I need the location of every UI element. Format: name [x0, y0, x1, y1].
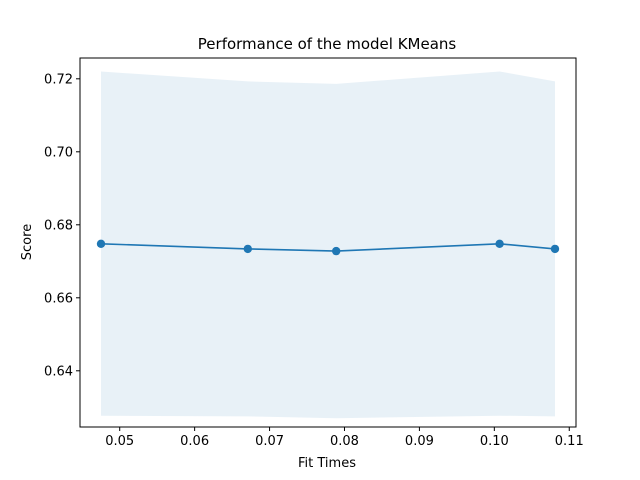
y-tick-label: 0.70	[44, 145, 73, 160]
y-tick-label: 0.66	[44, 291, 73, 306]
x-tick-label: 0.07	[255, 434, 284, 449]
x-tick-label: 0.05	[105, 434, 134, 449]
y-axis-label: Score	[20, 224, 35, 260]
confidence-band-layer	[101, 71, 555, 419]
confidence-band	[101, 71, 555, 419]
data-point	[243, 244, 252, 254]
x-tick-label: 0.06	[180, 434, 209, 449]
x-tick-label: 0.11	[555, 434, 584, 449]
x-axis-label: Fit Times	[298, 456, 356, 471]
x-tick-label: 0.08	[330, 434, 359, 449]
data-point	[495, 239, 504, 248]
y-axis-ticks: 0.64 0.66 0.68 0.70 0.72	[44, 72, 80, 379]
chart-title: Performance of the model KMeans	[198, 35, 457, 53]
data-point	[332, 246, 341, 256]
y-tick-label: 0.72	[44, 72, 73, 87]
plot-frame	[79, 57, 577, 428]
x-axis-ticks: 0.05 0.06 0.07 0.08 0.09 0.10 0.11	[105, 427, 584, 449]
x-tick-label: 0.10	[480, 434, 509, 449]
data-point	[96, 239, 106, 248]
y-tick-label: 0.68	[44, 218, 73, 233]
series-marker-layer	[96, 239, 560, 256]
x-tick-label: 0.09	[405, 434, 434, 449]
y-tick-label: 0.64	[44, 364, 73, 379]
data-point	[550, 244, 560, 254]
